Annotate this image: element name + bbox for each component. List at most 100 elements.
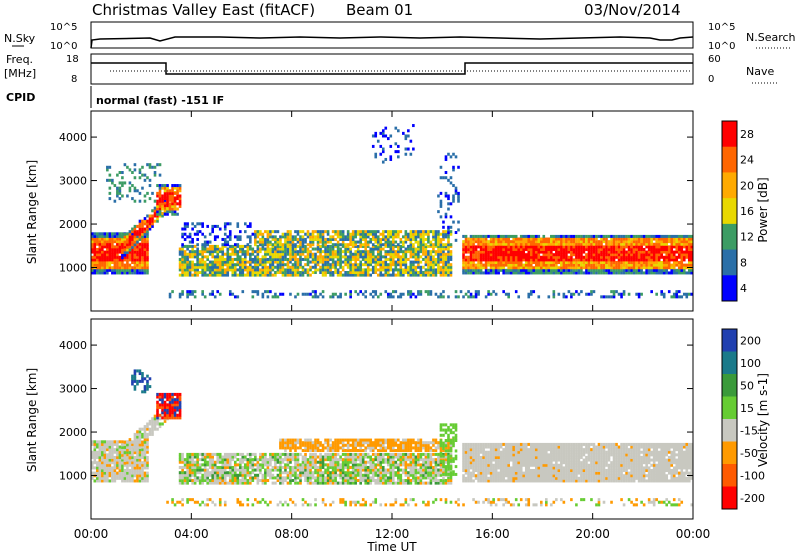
velocity-cell [103,453,107,457]
power-cell [447,194,450,198]
power-cell [208,240,212,244]
velocity-cell [141,448,144,452]
power-cell [464,245,468,249]
power-cell [527,245,531,249]
power-cell [206,243,209,247]
power-colorbar-swatch [722,249,737,276]
power-cell [600,271,603,275]
power-cell [118,237,122,241]
velocity-cell [203,465,207,469]
power-cell [462,263,465,267]
velocity-cell [103,476,107,480]
power-cell [143,240,147,244]
power-cell [417,244,420,248]
power-cell [645,253,648,257]
velocity-cell [101,450,104,454]
power-cell [409,295,413,299]
power-cell [126,248,129,252]
power-cell [487,258,490,262]
power-cell [284,257,287,261]
power-cell [319,292,322,296]
power-cell [487,271,490,275]
power-cell [615,253,618,257]
power-cell [474,290,478,294]
power-cell [306,273,310,277]
velocity-cell [193,455,197,459]
power-cell [412,292,415,296]
velocity-cell [208,458,212,462]
velocity-cell [254,458,257,462]
power-cell [249,263,252,267]
power-cell [402,268,405,272]
power-cell [407,244,410,248]
power-cell [334,263,337,267]
power-cell [284,255,287,259]
velocity-cell [138,448,142,452]
power-cell [279,237,282,241]
power-cell [422,243,425,247]
power-cell [249,237,252,241]
power-cell [524,253,528,257]
power-cell [121,261,124,265]
power-cell [241,252,245,256]
velocity-cell [123,479,127,483]
power-cell [238,250,242,254]
power-cell [580,245,583,249]
power-cell [595,247,598,251]
velocity-cell [108,440,112,444]
velocity-cell [238,458,242,462]
power-cell [635,237,638,241]
power-cell [191,244,194,248]
power-cell [497,261,500,265]
power-cell [587,271,591,275]
velocity-cell [264,468,267,472]
power-cell [371,230,375,234]
power-cell [447,228,450,232]
power-cell [439,244,443,248]
power-cell [329,250,332,254]
power-cell [113,232,117,236]
power-cell [329,268,332,272]
power-cell [254,260,257,264]
velocity-cell [211,463,214,467]
power-cell [409,232,413,236]
power-cell [444,230,448,234]
power-cell [534,255,538,259]
velocity-cell [208,460,212,464]
power-cell [143,253,147,257]
power-cell [404,147,408,151]
power-cell [687,240,691,244]
power-cell [442,225,445,229]
power-cell [198,271,202,275]
velocity-cell [131,379,134,383]
power-cell [552,292,556,296]
power-cell [106,266,109,270]
power-cell [552,255,556,259]
power-cell [412,252,415,256]
velocity-cell [171,403,174,407]
power-cell [442,237,445,241]
power-cell [597,266,601,270]
power-cell [615,240,618,244]
power-cell [379,243,383,247]
velocity-cell [133,432,137,436]
power-cell [93,261,97,265]
power-cell [291,257,295,261]
velocity-cell [291,452,295,456]
power-cell [146,255,149,259]
power-cell [161,197,164,201]
power-cell [650,253,653,257]
velocity-cell [256,476,260,480]
power-cell [632,271,636,275]
power-cell [381,268,385,272]
power-cell [156,163,159,167]
power-cell [163,194,167,198]
power-cell [371,244,375,248]
power-cell [434,250,438,254]
power-cell [256,265,260,269]
power-cell [106,165,109,169]
power-cell [685,245,689,249]
power-cell [612,234,616,238]
power-cell [542,247,546,251]
power-cell [494,292,498,296]
